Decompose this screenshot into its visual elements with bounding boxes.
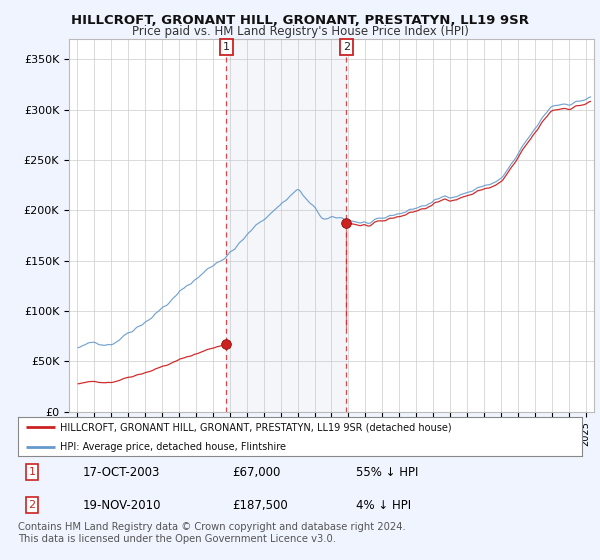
Text: 1: 1 bbox=[223, 42, 230, 52]
Text: HILLCROFT, GRONANT HILL, GRONANT, PRESTATYN, LL19 9SR: HILLCROFT, GRONANT HILL, GRONANT, PRESTA… bbox=[71, 14, 529, 27]
Text: Price paid vs. HM Land Registry's House Price Index (HPI): Price paid vs. HM Land Registry's House … bbox=[131, 25, 469, 38]
Text: 19-NOV-2010: 19-NOV-2010 bbox=[83, 498, 161, 512]
Text: 55% ↓ HPI: 55% ↓ HPI bbox=[356, 465, 419, 479]
Text: Contains HM Land Registry data © Crown copyright and database right 2024.
This d: Contains HM Land Registry data © Crown c… bbox=[18, 522, 406, 544]
Text: 17-OCT-2003: 17-OCT-2003 bbox=[83, 465, 160, 479]
Text: HILLCROFT, GRONANT HILL, GRONANT, PRESTATYN, LL19 9SR (detached house): HILLCROFT, GRONANT HILL, GRONANT, PRESTA… bbox=[60, 422, 452, 432]
Text: 4% ↓ HPI: 4% ↓ HPI bbox=[356, 498, 412, 512]
Text: 2: 2 bbox=[343, 42, 350, 52]
Text: HPI: Average price, detached house, Flintshire: HPI: Average price, detached house, Flin… bbox=[60, 442, 286, 451]
Text: £67,000: £67,000 bbox=[232, 465, 281, 479]
Text: 1: 1 bbox=[29, 467, 35, 477]
Text: 2: 2 bbox=[29, 500, 35, 510]
Bar bbox=[226, 39, 346, 412]
Text: £187,500: £187,500 bbox=[232, 498, 288, 512]
